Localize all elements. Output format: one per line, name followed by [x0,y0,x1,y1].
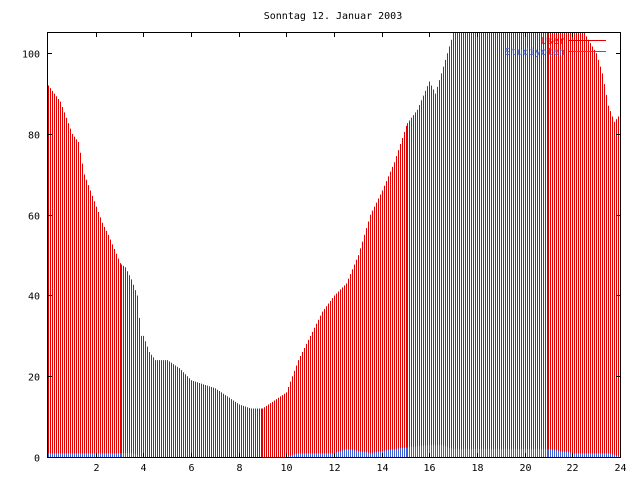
x-tick-label: 10 [280,463,292,474]
series-1 [48,444,619,457]
legend-label-1: Studiyoten [505,47,565,58]
x-tick-label: 2 [93,463,99,474]
x-tick-label: 8 [236,463,242,474]
chart-title: Sonntag 12. Januar 2003 [264,11,402,22]
series-0 [48,33,621,457]
y-tick-label: 0 [34,454,40,465]
x-tick-label: 16 [423,463,435,474]
y-tick-label: 60 [28,212,40,223]
x-tick-label: 6 [188,463,194,474]
x-tick-label: 22 [566,463,578,474]
plot-area [48,33,621,457]
x-tick-label: 24 [614,463,626,474]
y-tick-label: 20 [28,373,40,384]
y-tick-label: 80 [28,131,40,142]
plot-frame [47,32,621,458]
legend-label-0: User [541,36,565,47]
x-tick-label: 18 [471,463,483,474]
y-tick-label: 100 [22,50,40,61]
x-tick-label: 4 [140,463,146,474]
x-tick-label: 14 [376,463,388,474]
x-tick-label: 20 [519,463,531,474]
y-tick-label: 40 [28,292,40,303]
x-tick-label: 12 [328,463,340,474]
